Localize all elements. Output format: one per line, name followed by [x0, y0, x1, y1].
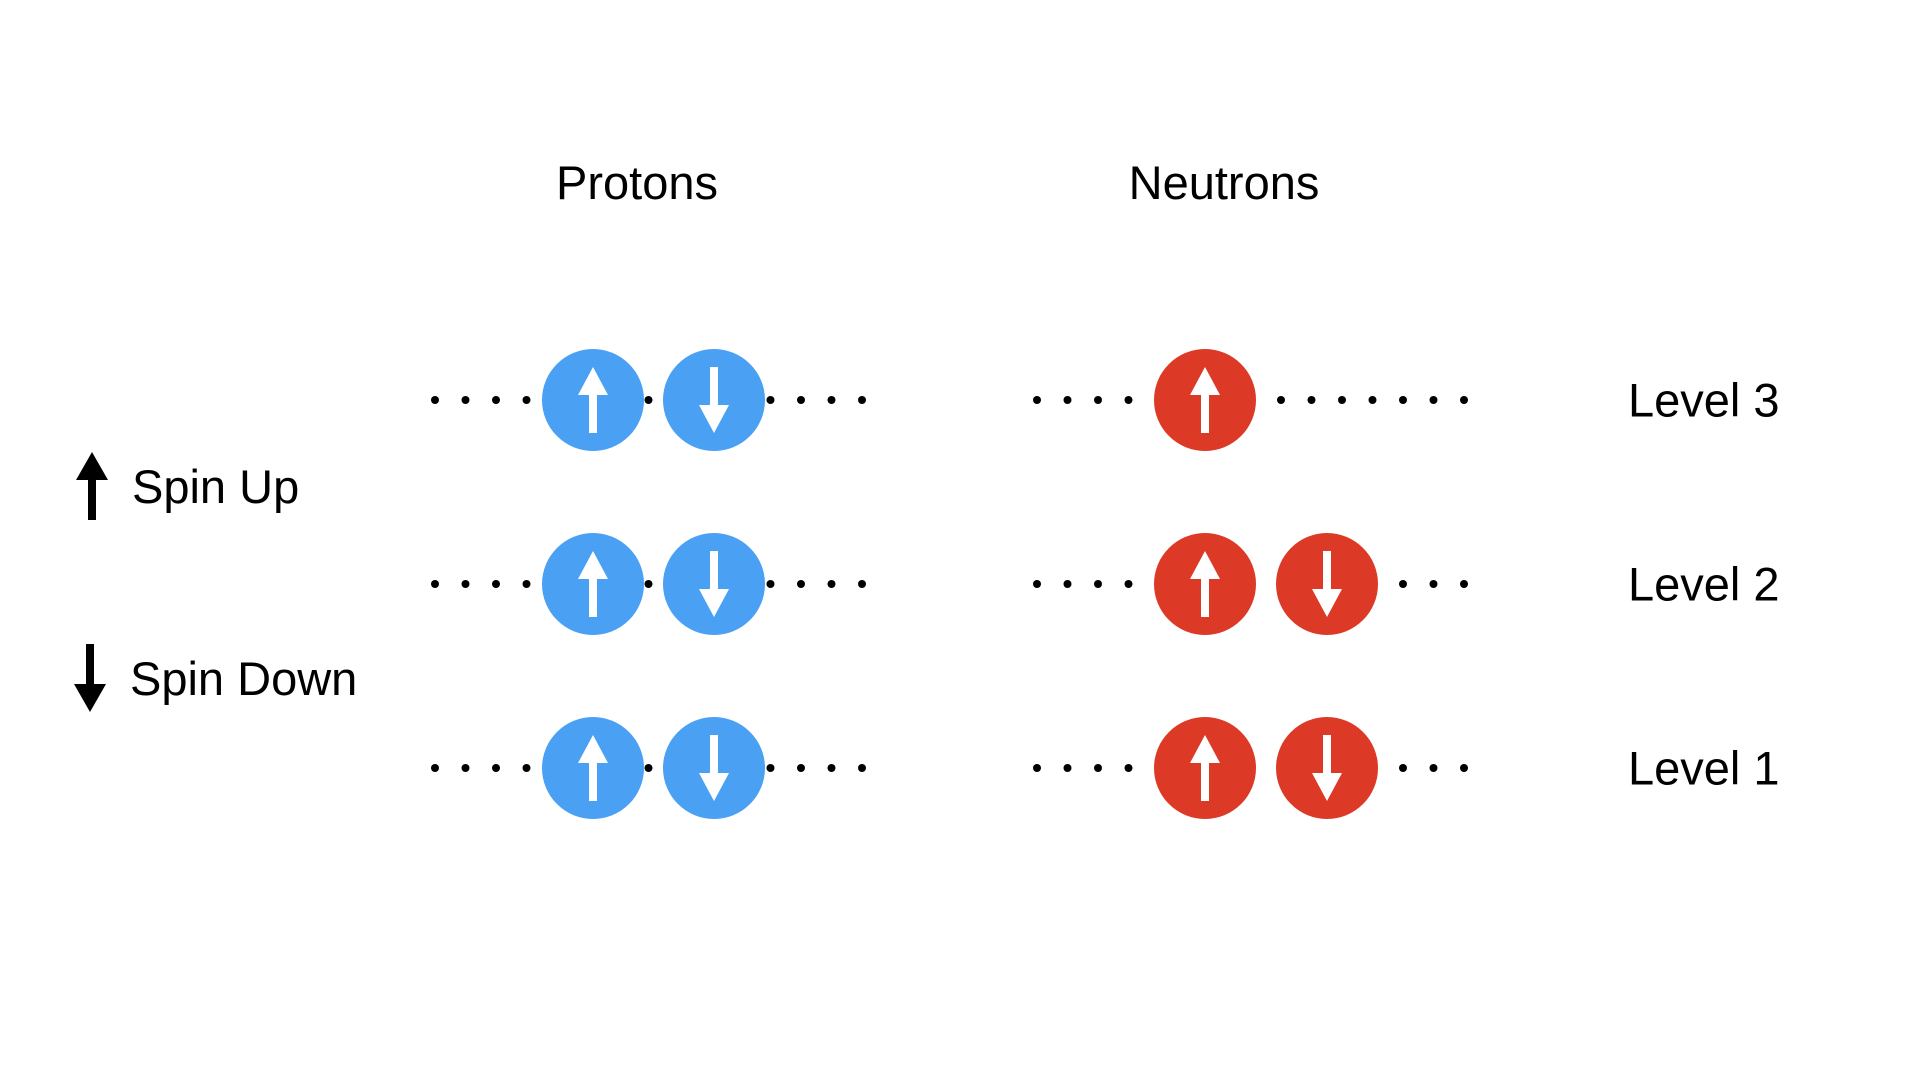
protons-level-2-dot: [766, 580, 775, 588]
protons-level-3-dot: [644, 396, 653, 404]
protons-level-2-dot: [492, 580, 500, 588]
neutrons-level-1-dot: [1063, 764, 1072, 772]
protons-level-3-dot: [461, 396, 470, 404]
protons-level-2-dot: [431, 580, 439, 588]
neutrons-level-2-dot: [1429, 580, 1438, 588]
protons-level-2-dot: [461, 580, 470, 588]
legend-spin-up-label: Spin Up: [132, 459, 300, 513]
arrow-down-icon: [699, 735, 729, 801]
protons-level-3-dot: [858, 396, 866, 404]
neutrons-level-2-dot: [1460, 580, 1468, 588]
neutrons-level-3-dot: [1063, 396, 1072, 404]
neutrons-level-1-dot: [1460, 764, 1468, 772]
protons-level-3-spin-down-particle: [663, 349, 765, 451]
protons-title: Protons: [556, 156, 718, 209]
neutrons-level-2-dot: [1063, 580, 1072, 588]
neutrons-level-3-dot: [1033, 396, 1041, 404]
protons-level-3-dot: [766, 396, 775, 404]
protons-level-2-dot: [644, 580, 653, 588]
neutrons-level-2-dot: [1124, 580, 1133, 588]
protons-level-2-dot: [797, 580, 805, 588]
protons-level-1-dot: [461, 764, 470, 772]
protons-level-1-dot: [522, 764, 531, 772]
arrow-up-icon: [76, 452, 108, 520]
neutrons-level-1-dot: [1399, 764, 1407, 772]
protons-level-1-spin-down-particle: [663, 717, 765, 819]
neutrons-level-2-spin-up-particle: [1154, 533, 1256, 635]
legend-spin-down: Spin Down: [72, 644, 357, 712]
protons-level-2-spin-down-particle: [663, 533, 765, 635]
neutrons-level-1-dot: [1124, 764, 1133, 772]
legend-spin-up: Spin Up: [74, 452, 299, 520]
protons-level-3-dot: [797, 396, 805, 404]
protons-level-1-dot: [827, 764, 836, 772]
protons-level-1-dot: [766, 764, 775, 772]
protons-level-3-dot: [431, 396, 439, 404]
neutrons-level-3-dot: [1277, 396, 1285, 404]
arrow-down-icon: [1312, 551, 1342, 617]
neutrons-level-2-dot: [1094, 580, 1102, 588]
arrow-up-icon: [1190, 367, 1220, 433]
legend-spin-down-label: Spin Down: [130, 651, 358, 705]
neutrons-title: Neutrons: [1128, 156, 1320, 209]
protons-level-2-dot: [522, 580, 531, 588]
protons-level-2-spin-up-particle: [542, 533, 644, 635]
neutrons-level-2-dot: [1399, 580, 1407, 588]
arrow-down-icon: [1312, 735, 1342, 801]
neutrons-level-3-spin-up-particle: [1154, 349, 1256, 451]
neutrons-level-3-dot: [1094, 396, 1102, 404]
arrow-down-icon: [699, 551, 729, 617]
protons-level-2-dot: [827, 580, 836, 588]
arrow-up-icon: [578, 551, 608, 617]
arrow-down-icon: [74, 644, 106, 712]
protons-level-1-dot: [644, 764, 653, 772]
neutrons-level-1-spin-down-particle: [1276, 717, 1378, 819]
level-3-label: Level 3: [1628, 373, 1780, 427]
protons-level-3-spin-up-particle: [542, 349, 644, 451]
neutrons-level-3-dot: [1460, 396, 1468, 404]
protons-level-1-dot: [797, 764, 805, 772]
level-1-label: Level 1: [1628, 741, 1780, 795]
neutrons-level-3-dot: [1368, 396, 1377, 404]
protons-level-3-dot: [492, 396, 500, 404]
protons-level-1-spin-up-particle: [542, 717, 644, 819]
arrow-up-icon: [1190, 735, 1220, 801]
protons-level-3-dot: [827, 396, 836, 404]
neutrons-level-2-dot: [1033, 580, 1041, 588]
protons-level-1-dot: [431, 764, 439, 772]
arrow-down-icon: [699, 367, 729, 433]
neutrons-level-1-dot: [1094, 764, 1102, 772]
neutrons-level-3-dot: [1338, 396, 1346, 404]
level-2-label: Level 2: [1628, 557, 1780, 611]
neutrons-level-1-dot: [1429, 764, 1438, 772]
neutrons-level-3-dot: [1124, 396, 1133, 404]
neutrons-level-3-dot: [1399, 396, 1407, 404]
neutrons-level-3-dot: [1429, 396, 1438, 404]
neutrons-level-1-spin-up-particle: [1154, 717, 1256, 819]
neutrons-level-2-spin-down-particle: [1276, 533, 1378, 635]
protons-level-3-dot: [522, 396, 531, 404]
protons-level-2-dot: [858, 580, 866, 588]
arrow-up-icon: [578, 735, 608, 801]
neutrons-level-3-dot: [1307, 396, 1316, 404]
protons-level-1-dot: [858, 764, 866, 772]
protons-level-1-dot: [492, 764, 500, 772]
arrow-up-icon: [578, 367, 608, 433]
neutrons-level-1-dot: [1033, 764, 1041, 772]
arrow-up-icon: [1190, 551, 1220, 617]
